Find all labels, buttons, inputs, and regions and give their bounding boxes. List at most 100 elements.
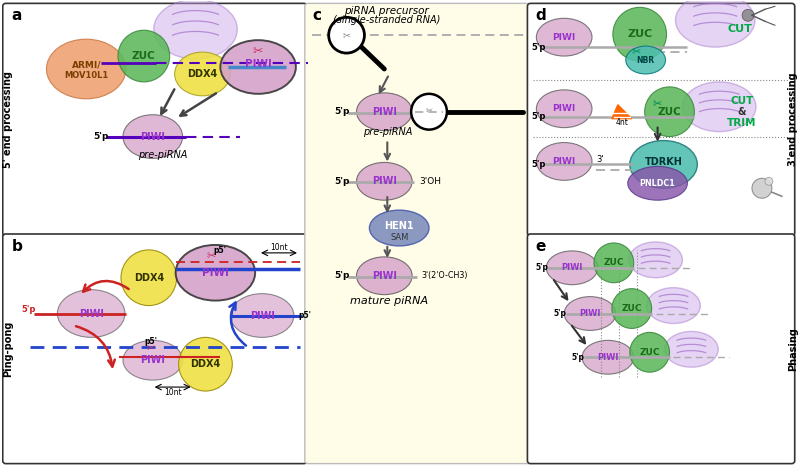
Text: 5'p: 5'p (22, 305, 36, 314)
Text: 10nt: 10nt (164, 388, 182, 397)
Text: PNLDC1: PNLDC1 (640, 179, 675, 188)
Circle shape (121, 250, 177, 306)
Text: MOV10L1: MOV10L1 (64, 71, 108, 81)
Text: ✂: ✂ (653, 100, 662, 110)
Text: 3'OH: 3'OH (419, 177, 441, 186)
Text: TDRKH: TDRKH (645, 158, 682, 167)
Ellipse shape (357, 163, 412, 200)
Text: 3'(2'O-CH3): 3'(2'O-CH3) (421, 271, 467, 280)
Ellipse shape (582, 340, 634, 374)
Text: PIWI: PIWI (140, 131, 166, 142)
Text: ZUC: ZUC (627, 29, 652, 39)
Text: ✂: ✂ (146, 343, 155, 352)
Text: PIWI: PIWI (372, 271, 397, 281)
Ellipse shape (220, 40, 296, 94)
Ellipse shape (628, 166, 687, 200)
Text: PIWI: PIWI (372, 107, 397, 116)
Ellipse shape (154, 0, 238, 59)
Circle shape (765, 178, 773, 185)
Text: ARMI/: ARMI/ (71, 61, 101, 69)
Text: (single-stranded RNA): (single-stranded RNA) (333, 15, 440, 25)
Circle shape (613, 7, 666, 61)
Text: HEN1: HEN1 (385, 221, 414, 231)
Text: e: e (535, 239, 546, 254)
FancyBboxPatch shape (2, 234, 307, 464)
Circle shape (742, 9, 754, 21)
Text: 5'p: 5'p (94, 132, 109, 141)
Ellipse shape (370, 210, 429, 246)
Text: ZUC: ZUC (622, 304, 642, 313)
Polygon shape (612, 105, 632, 119)
Circle shape (752, 178, 772, 198)
FancyArrowPatch shape (76, 326, 114, 367)
FancyArrowPatch shape (230, 302, 246, 346)
FancyBboxPatch shape (527, 3, 794, 236)
Circle shape (329, 17, 365, 53)
Text: 5'p: 5'p (334, 107, 350, 116)
Text: PIWI: PIWI (553, 157, 576, 166)
Text: PIWI: PIWI (245, 59, 271, 69)
Text: 5'p: 5'p (334, 271, 350, 280)
Text: pre-piRNA: pre-piRNA (362, 127, 412, 137)
Ellipse shape (357, 257, 412, 295)
Text: p5': p5' (298, 311, 311, 320)
Ellipse shape (626, 46, 666, 74)
Text: PIWI: PIWI (598, 353, 618, 362)
Text: mature piRNA: mature piRNA (350, 295, 428, 306)
Text: b: b (12, 239, 22, 254)
Text: 5'p: 5'p (536, 263, 549, 272)
Text: ✂: ✂ (253, 45, 263, 58)
Circle shape (118, 30, 170, 82)
Text: 3': 3' (596, 155, 604, 164)
Text: ✂: ✂ (206, 252, 216, 262)
Text: ZUC: ZUC (658, 107, 682, 116)
Text: ZUC: ZUC (604, 258, 624, 267)
Text: ZUC: ZUC (639, 348, 660, 357)
Text: PIWI: PIWI (202, 268, 229, 278)
Circle shape (645, 87, 694, 137)
Text: 5' end processing: 5' end processing (2, 71, 13, 168)
Text: ✂: ✂ (426, 106, 433, 115)
Text: PIWI: PIWI (579, 309, 601, 318)
Text: Ping-pong: Ping-pong (2, 321, 13, 377)
Text: PIWI: PIWI (372, 176, 397, 186)
Text: p5': p5' (144, 337, 158, 346)
Text: PIWI: PIWI (250, 310, 274, 321)
Ellipse shape (536, 18, 592, 56)
Ellipse shape (536, 90, 592, 128)
Ellipse shape (174, 52, 230, 96)
Text: PIWI: PIWI (140, 355, 166, 365)
Circle shape (612, 288, 652, 329)
Text: PIWI: PIWI (553, 33, 576, 41)
Text: ✂: ✂ (631, 47, 641, 57)
Circle shape (630, 332, 670, 372)
Text: piRNA precursor: piRNA precursor (344, 7, 429, 16)
Ellipse shape (546, 251, 598, 285)
Text: NBR: NBR (637, 55, 654, 64)
Text: SAM: SAM (390, 233, 409, 242)
Text: p5': p5' (214, 247, 227, 255)
Text: 3'end processing: 3'end processing (788, 73, 798, 166)
Text: 5'p: 5'p (531, 112, 546, 121)
Text: 4nt: 4nt (615, 118, 628, 127)
Text: DDX4: DDX4 (134, 273, 164, 283)
FancyArrowPatch shape (83, 281, 129, 292)
Ellipse shape (629, 242, 682, 278)
Ellipse shape (176, 245, 255, 301)
Text: ✂: ✂ (342, 30, 350, 40)
Ellipse shape (665, 331, 718, 367)
Text: c: c (313, 8, 322, 23)
Text: Phasing: Phasing (788, 328, 798, 371)
Text: 5'p: 5'p (531, 160, 546, 169)
Text: 10nt: 10nt (270, 243, 288, 253)
Text: CUT: CUT (730, 96, 754, 106)
Ellipse shape (357, 93, 412, 130)
Text: &: & (738, 107, 746, 116)
Ellipse shape (536, 143, 592, 180)
Text: PIWI: PIWI (78, 308, 104, 319)
Text: PIWI: PIWI (562, 263, 583, 272)
Text: DDX4: DDX4 (187, 69, 218, 79)
Text: pre-piRNA: pre-piRNA (138, 151, 187, 160)
Text: CUT: CUT (728, 24, 753, 34)
Ellipse shape (682, 82, 756, 131)
